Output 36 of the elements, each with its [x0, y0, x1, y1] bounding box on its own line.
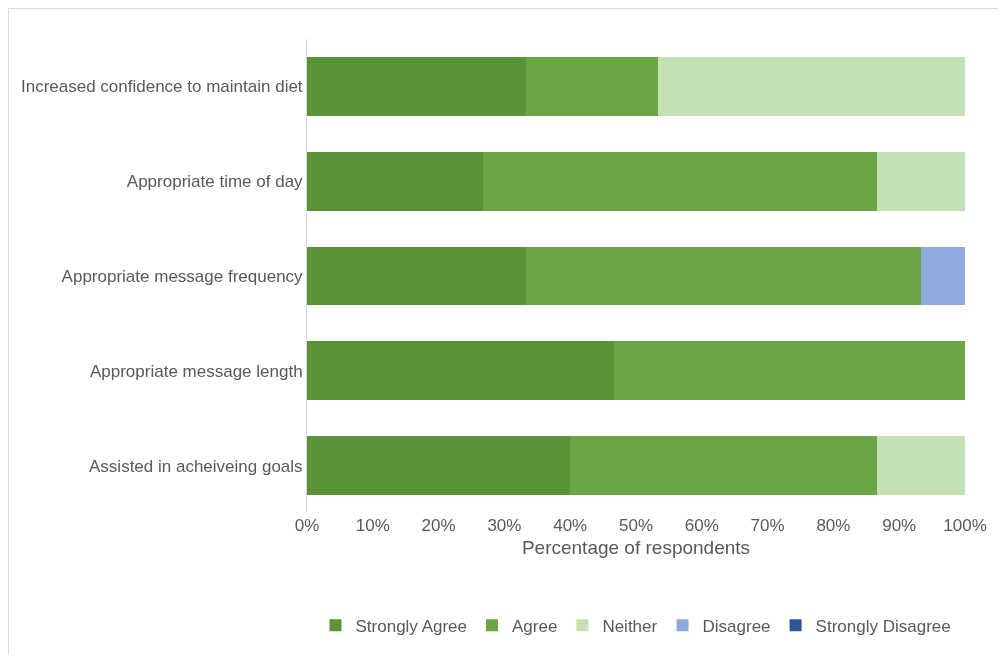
legend-label: Strongly Agree — [355, 616, 468, 636]
x-tick-label: 40% — [553, 516, 588, 535]
y-tick-label: Assisted in acheiveing goals — [89, 456, 303, 476]
bar — [526, 57, 658, 116]
bar — [307, 341, 615, 401]
bar — [570, 436, 878, 495]
bar — [307, 436, 571, 495]
y-tick-label: Increased confidence to maintain diet — [20, 77, 303, 97]
y-tick-label: Appropriate message frequency — [61, 266, 304, 286]
y-tick-label: Appropriate time of day — [126, 172, 304, 192]
bar — [482, 151, 878, 211]
y-tick-label: Appropriate message length — [89, 361, 303, 381]
bar — [526, 246, 921, 306]
x-tick-label: 60% — [684, 516, 719, 535]
bar — [877, 151, 965, 211]
bar — [307, 151, 483, 211]
legend-label: Agree — [512, 616, 558, 636]
x-tick-label: 20% — [421, 516, 456, 535]
bar — [614, 341, 965, 401]
x-tick-label: 90% — [882, 516, 917, 535]
bar — [877, 436, 965, 495]
x-tick-label: 80% — [816, 516, 851, 535]
x-tick-label: 0% — [294, 516, 320, 535]
legend-label: Disagree — [702, 616, 771, 636]
x-tick-label: 30% — [487, 516, 522, 535]
x-axis-title: Percentage of respondents — [521, 536, 751, 558]
x-tick-label: 100% — [943, 516, 987, 535]
bar — [920, 246, 965, 306]
x-tick-label: 50% — [618, 516, 654, 535]
bar — [307, 57, 527, 116]
legend-label: Neither — [602, 616, 658, 636]
x-tick-label: 10% — [355, 516, 390, 535]
bar — [657, 57, 965, 116]
x-tick-label: 70% — [750, 516, 785, 535]
legend-label: Strongly Disagree — [815, 616, 951, 636]
bar — [307, 246, 527, 306]
